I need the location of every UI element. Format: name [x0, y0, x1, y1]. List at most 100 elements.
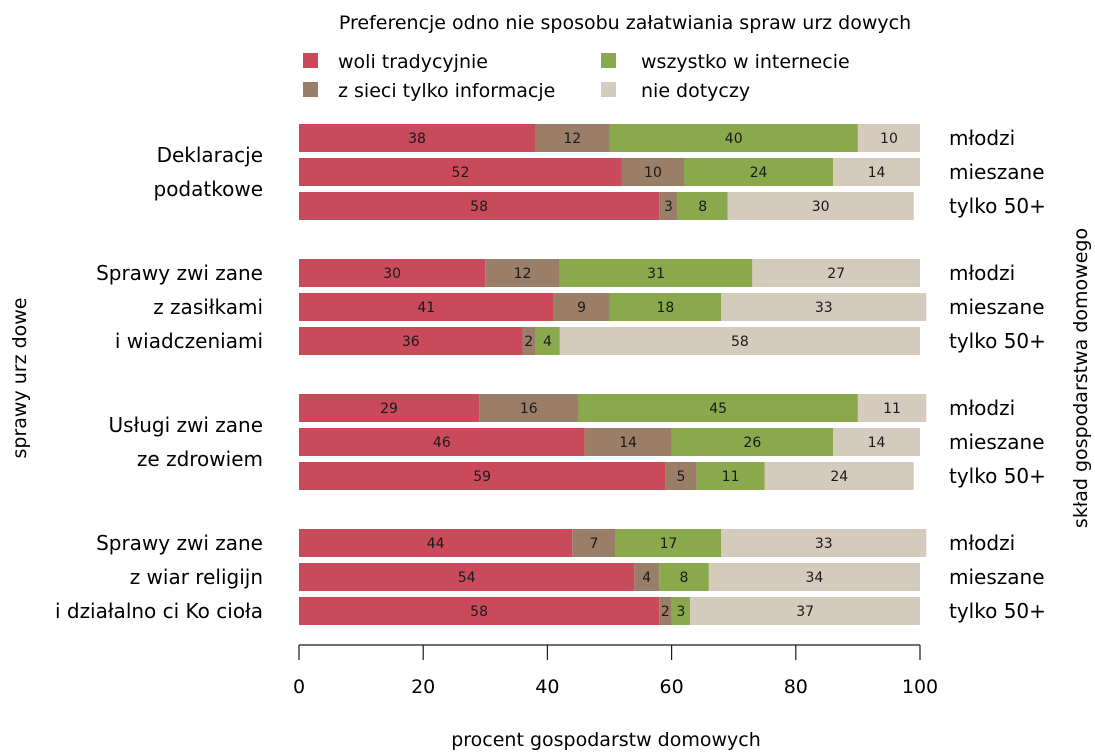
bar-segment-wszystko-w-internecie — [615, 529, 722, 557]
bar-segment-woli-tradycyjnie — [299, 259, 486, 287]
bar-segment-woli-tradycyjnie — [299, 192, 660, 220]
x-tick-label: 40 — [535, 676, 559, 698]
legend-label-woli-tradycyjnie: woli tradycyjnie — [338, 51, 488, 73]
bar-segment-nie-dotyczy — [857, 124, 920, 152]
bar-value-label: 4 — [642, 570, 651, 586]
bar-value-label: 11 — [883, 401, 901, 417]
bar-segment-wszystko-w-internecie — [659, 563, 709, 591]
bar-segment-nie-dotyczy — [690, 597, 920, 625]
bar-value-label: 34 — [806, 570, 824, 586]
bar-segment-wszystko-w-internecie — [671, 428, 834, 456]
bar-value-label: 12 — [563, 131, 581, 147]
bar-value-label: 14 — [868, 435, 886, 451]
bar-value-label: 18 — [656, 300, 674, 316]
bar-segment-woli-tradycyjnie — [299, 529, 573, 557]
x-axis-label: procent gospodarstw domowych — [451, 729, 761, 751]
group-label: i wiadczeniami — [115, 329, 263, 353]
bar-value-label: 41 — [417, 300, 435, 316]
legend-swatch-z-sieci-tylko-informacje — [303, 82, 318, 97]
bar-segment-z-sieci-tylko-informacje — [485, 259, 560, 287]
x-axis: 0 20 40 60 80 100 — [293, 644, 938, 698]
bar-segment-nie-dotyczy — [833, 428, 920, 456]
bar-segment-woli-tradycyjnie — [299, 563, 635, 591]
bar-segment-woli-tradycyjnie — [299, 158, 622, 186]
household-label: tylko 50+ — [949, 464, 1046, 488]
bar-value-label: 31 — [647, 266, 665, 282]
bar-value-label: 3 — [664, 199, 673, 215]
bar-segment-z-sieci-tylko-informacje — [621, 158, 685, 186]
bar-segment-z-sieci-tylko-informacje — [659, 597, 672, 625]
bar-value-label: 33 — [815, 300, 833, 316]
bar-value-label: 29 — [380, 401, 398, 417]
group-label: Sprawy zwi zane — [96, 261, 263, 285]
bar-value-label: 58 — [470, 199, 488, 215]
group-label: z zasiłkami — [153, 295, 263, 319]
bar-value-label: 2 — [524, 334, 533, 350]
bar-value-label: 45 — [709, 401, 727, 417]
bar-value-label: 52 — [452, 165, 470, 181]
bar-segment-nie-dotyczy — [708, 563, 920, 591]
y-axis-label: sprawy urz dowe — [9, 297, 31, 458]
household-label: mieszane — [949, 295, 1045, 319]
household-label: tylko 50+ — [949, 599, 1046, 623]
bar-segment-z-sieci-tylko-informacje — [584, 428, 672, 456]
bar-value-label: 5 — [676, 469, 685, 485]
bar-segment-wszystko-w-internecie — [578, 394, 858, 422]
bar-value-label: 8 — [698, 199, 707, 215]
household-label: młodzi — [949, 396, 1015, 420]
bar-value-label: 24 — [750, 165, 768, 181]
bar-segment-woli-tradycyjnie — [299, 327, 523, 355]
household-label: mieszane — [949, 430, 1045, 454]
legend-swatch-wszystko-w-internecie — [601, 53, 616, 68]
x-tick-label: 60 — [660, 676, 684, 698]
bar-value-label: 27 — [827, 266, 845, 282]
chart-title: Preferencje odno nie sposobu załatwiania… — [339, 12, 911, 34]
bar-value-label: 26 — [743, 435, 761, 451]
bar-segment-wszystko-w-internecie — [677, 192, 728, 220]
bar-segment-z-sieci-tylko-informacje — [553, 293, 610, 321]
bar-segment-wszystko-w-internecie — [559, 259, 753, 287]
bar-segment-woli-tradycyjnie — [299, 293, 554, 321]
bar-segment-woli-tradycyjnie — [299, 597, 660, 625]
bar-segment-wszystko-w-internecie — [534, 327, 560, 355]
bar-value-label: 16 — [520, 401, 538, 417]
bar-value-label: 17 — [660, 536, 678, 552]
group-label: ze zdrowiem — [137, 447, 263, 471]
bar-segment-z-sieci-tylko-informacje — [534, 124, 610, 152]
bar-value-label: 40 — [725, 131, 743, 147]
bar-segment-z-sieci-tylko-informacje — [522, 327, 535, 355]
household-label: młodzi — [949, 261, 1015, 285]
household-label: tylko 50+ — [949, 329, 1046, 353]
bar-value-label: 54 — [458, 570, 476, 586]
bar-value-label: 10 — [880, 131, 898, 147]
bar-value-label: 14 — [868, 165, 886, 181]
group-label: Sprawy zwi zane — [96, 531, 263, 555]
x-tick-label: 20 — [411, 676, 435, 698]
bar-value-label: 33 — [815, 536, 833, 552]
bar-segment-wszystko-w-internecie — [671, 597, 691, 625]
bar-segment-z-sieci-tylko-informacje — [479, 394, 579, 422]
bar-segment-z-sieci-tylko-informacje — [572, 529, 616, 557]
bar-value-label: 12 — [514, 266, 532, 282]
bar-value-label: 58 — [470, 604, 488, 620]
bar-value-label: 44 — [427, 536, 445, 552]
y2-axis-label: skład gospodarstwa domowego — [1070, 228, 1092, 528]
bar-value-label: 8 — [680, 570, 689, 586]
legend: woli tradycyjnie z sieci tylko informacj… — [303, 51, 850, 102]
bar-segment-nie-dotyczy — [721, 293, 927, 321]
bar-value-label: 4 — [543, 334, 552, 350]
bar-value-label: 14 — [619, 435, 637, 451]
legend-label-nie-dotyczy: nie dotyczy — [641, 80, 750, 102]
x-tick-label: 0 — [293, 676, 305, 698]
group-label: z wiar religijn — [130, 565, 263, 589]
bar-segment-z-sieci-tylko-informacje — [665, 462, 697, 490]
x-tick-label: 80 — [784, 676, 808, 698]
bar-value-label: 7 — [590, 536, 599, 552]
bar-segment-z-sieci-tylko-informacje — [659, 192, 678, 220]
bar-value-label: 58 — [731, 334, 749, 350]
household-label: mieszane — [949, 565, 1045, 589]
household-label: mieszane — [949, 160, 1045, 184]
bar-value-label: 37 — [796, 604, 814, 620]
